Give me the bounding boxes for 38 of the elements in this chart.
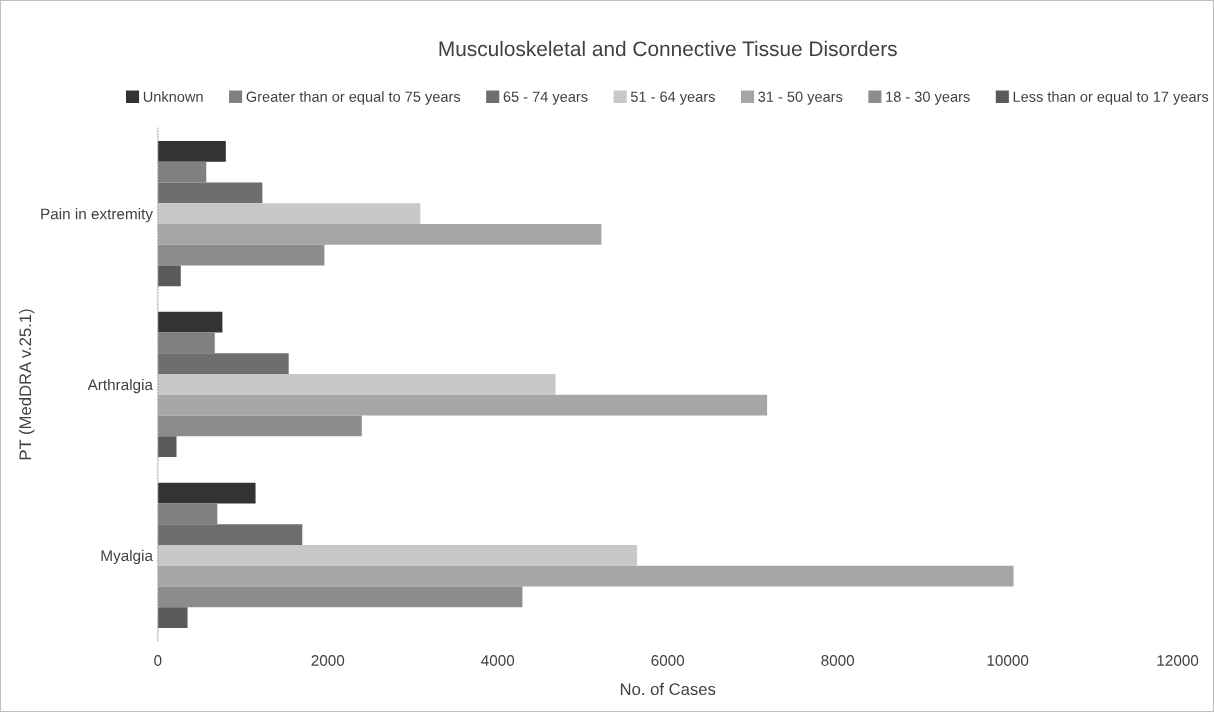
chart-title: Musculoskeletal and Connective Tissue Disorders — [439, 40, 897, 57]
bar — [157, 415, 362, 437]
bar — [157, 353, 289, 375]
bar — [157, 482, 256, 504]
y-tick-label: Myalgia — [101, 549, 153, 565]
legend-label: Unknown — [143, 91, 203, 102]
x-tick-label: 2000 — [311, 655, 345, 666]
x-tick-label: 0 — [154, 655, 162, 666]
x-tick-label: 8000 — [821, 655, 855, 666]
bar — [157, 244, 325, 266]
x-tick-label: 6000 — [651, 655, 685, 666]
legend-label: 51 - 64 years — [630, 91, 715, 105]
legend-label: 18 - 30 years — [886, 91, 970, 105]
x-axis-title: No. of Cases — [620, 682, 716, 696]
bar — [157, 374, 556, 395]
x-tick-label: 10000 — [987, 655, 1029, 666]
legend-label: 65 - 74 years — [503, 91, 588, 105]
bar — [157, 140, 226, 162]
bar — [157, 436, 177, 458]
bar — [157, 311, 223, 333]
legend-label: Greater than or equal to 75 years — [246, 91, 461, 105]
bar — [157, 586, 523, 608]
legend-label: Less than or equal to 17 years — [1013, 91, 1209, 105]
y-tick-label: Arthralgia — [87, 378, 153, 394]
bar — [157, 524, 303, 545]
bar — [157, 544, 638, 566]
bar — [157, 265, 181, 287]
x-tick-label: 4000 — [481, 655, 515, 666]
x-tick-label: 12000 — [1157, 655, 1199, 666]
bar — [157, 161, 207, 183]
bar — [157, 332, 215, 354]
bar — [157, 503, 218, 525]
y-tick-label: Pain in extremity — [41, 208, 153, 223]
legend-label: 31 - 50 years — [758, 91, 843, 105]
bar — [157, 203, 421, 224]
bar — [157, 182, 263, 204]
bar — [157, 607, 188, 628]
y-axis-title: PT (MedDRA v.25.1) — [18, 309, 35, 460]
